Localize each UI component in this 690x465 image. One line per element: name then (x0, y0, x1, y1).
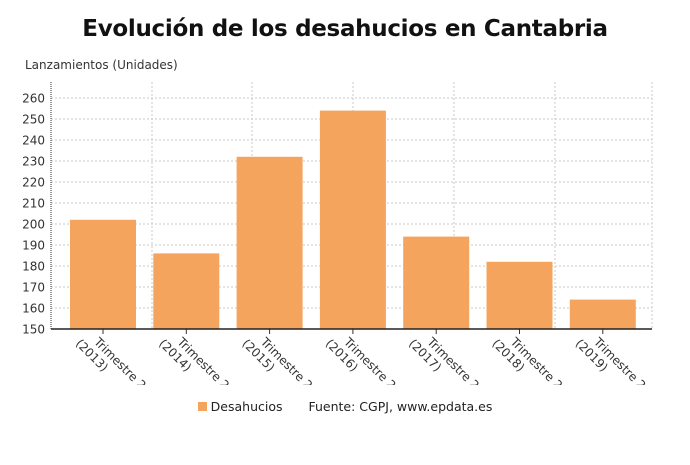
y-tick-label: 220 (22, 176, 45, 190)
y-tick-label: 240 (22, 134, 45, 148)
bar (319, 110, 386, 329)
y-tick-label: 160 (22, 302, 45, 316)
legend-label: Desahucios (210, 399, 283, 414)
x-tick-label: Trimestre 2(2018) (489, 326, 565, 385)
bar (70, 219, 136, 329)
bar (569, 299, 636, 329)
x-tick-label: Trimestre 2(2016) (323, 326, 399, 385)
bar (403, 236, 470, 329)
legend-swatch (197, 402, 207, 411)
x-tick-label: Trimestre 2(2017) (406, 326, 482, 385)
bar (153, 253, 220, 329)
chart-title: Evolución de los desahucios en Cantabria (82, 16, 608, 42)
bar (236, 156, 303, 329)
source-note: Fuente: CGPJ, www.epdata.es (308, 399, 493, 414)
y-tick-label: 200 (22, 218, 45, 232)
x-tick-label: Trimestre 2(2013) (73, 326, 149, 385)
y-tick-label: 230 (22, 155, 45, 169)
y-tick-label: 180 (22, 260, 45, 274)
bar-chart: 150 160 170 180 190 200 210 220 230 240 250 260 Trim… (22, 82, 653, 385)
y-tick-label: 260 (22, 92, 45, 106)
x-tick-label: Trimestre 2(2015) (239, 326, 315, 385)
y-tick-label: 210 (22, 197, 45, 211)
y-axis-label: Lanzamientos (Unidades) (25, 58, 178, 72)
bar (486, 261, 553, 329)
y-tick-label: 250 (22, 113, 45, 127)
y-tick-label: 170 (22, 281, 45, 295)
y-tick-label: 150 (22, 323, 45, 337)
x-tick-label: Trimestre 2(2014) (156, 326, 232, 385)
legend: Desahucios Fuente: CGPJ, www.epdata.es (0, 399, 690, 414)
y-tick-label: 190 (22, 239, 45, 253)
x-tick-label: Trimestre 2(2019) (573, 326, 649, 385)
